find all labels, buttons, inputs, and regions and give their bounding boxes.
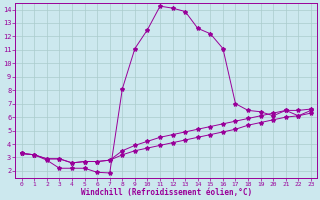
X-axis label: Windchill (Refroidissement éolien,°C): Windchill (Refroidissement éolien,°C) [81,188,252,197]
